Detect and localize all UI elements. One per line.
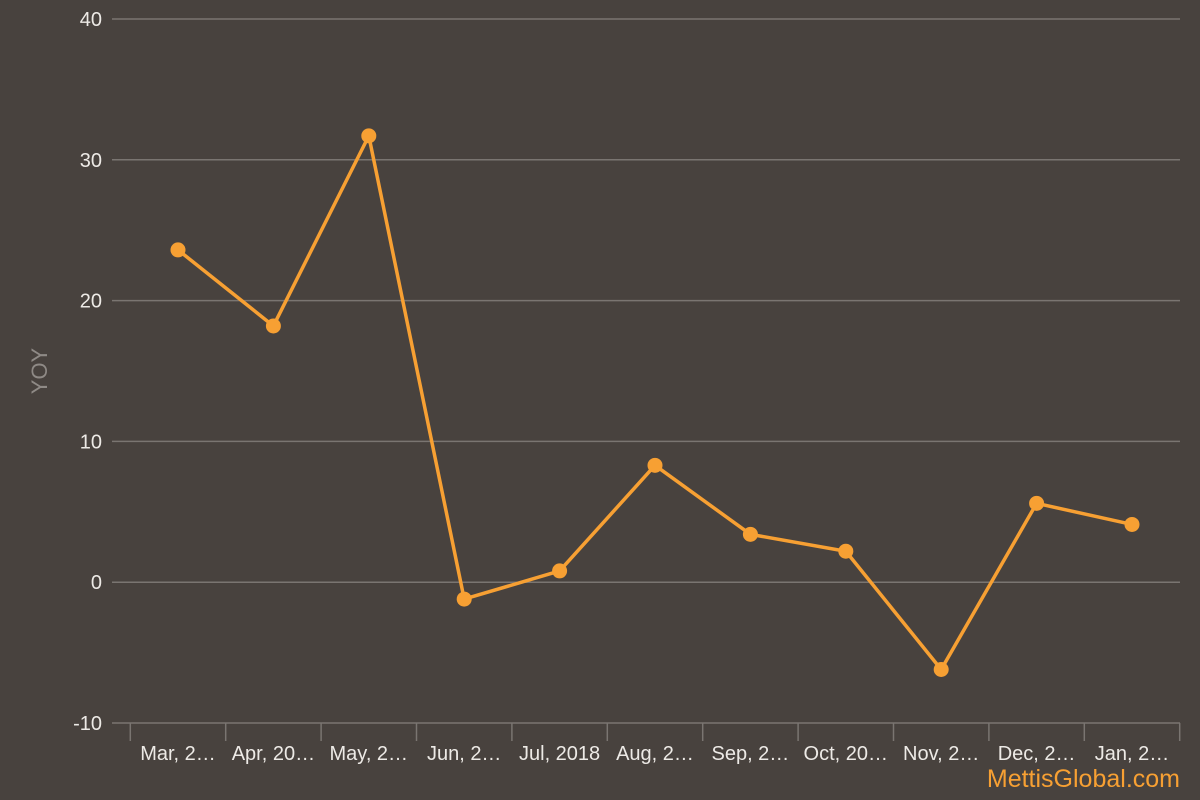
- x-axis: Mar, 2… Apr, 20… May, 2… Jun, 2… Jul, 2018 Au…: [129, 723, 1181, 765]
- x-tick-label-6: Sep, 2…: [711, 743, 789, 765]
- data-point-5[interactable]: [647, 457, 663, 473]
- x-tick-label-3: Jun, 2…: [427, 743, 501, 765]
- x-tick-label-7: Oct, 20…: [804, 743, 888, 765]
- x-tick-label-8: Nov, 2…: [903, 743, 979, 765]
- data-point-9[interactable]: [1029, 495, 1045, 511]
- series-line-0: [176, 134, 1133, 672]
- x-tick-label-4: Jul, 2018: [519, 743, 600, 765]
- data-point-2[interactable]: [361, 128, 377, 144]
- x-tick-label-5: Aug, 2…: [616, 743, 694, 765]
- watermark-text: MettisGlobal.com: [986, 765, 1180, 793]
- data-point-8[interactable]: [933, 661, 949, 677]
- data-series: [170, 128, 1140, 677]
- y-tick-label-5: 40: [80, 9, 102, 31]
- y-axis-tick-labels: -10 0 10 20 30 40: [73, 9, 102, 735]
- data-point-1[interactable]: [265, 318, 281, 334]
- y-tick-label-4: 30: [80, 150, 102, 172]
- x-tick-label-1: Apr, 20…: [232, 743, 315, 765]
- x-tick-label-9: Dec, 2…: [998, 743, 1076, 765]
- y-tick-label-2: 10: [80, 431, 102, 453]
- data-point-10[interactable]: [1124, 516, 1140, 532]
- data-point-3[interactable]: [456, 591, 472, 607]
- data-point-6[interactable]: [742, 526, 758, 542]
- y-axis-title: YOY: [27, 347, 52, 394]
- data-point-4[interactable]: [552, 563, 568, 579]
- x-tick-label-10: Jan, 2…: [1095, 743, 1169, 765]
- x-tick-label-2: May, 2…: [330, 743, 409, 765]
- y-tick-label-1: 0: [91, 572, 102, 594]
- x-tick-label-0: Mar, 2…: [140, 743, 216, 765]
- gridlines: [112, 18, 1180, 724]
- data-point-0[interactable]: [170, 242, 186, 258]
- data-point-7[interactable]: [838, 543, 854, 559]
- y-tick-label-3: 20: [80, 291, 102, 313]
- y-tick-label-0: -10: [73, 713, 102, 735]
